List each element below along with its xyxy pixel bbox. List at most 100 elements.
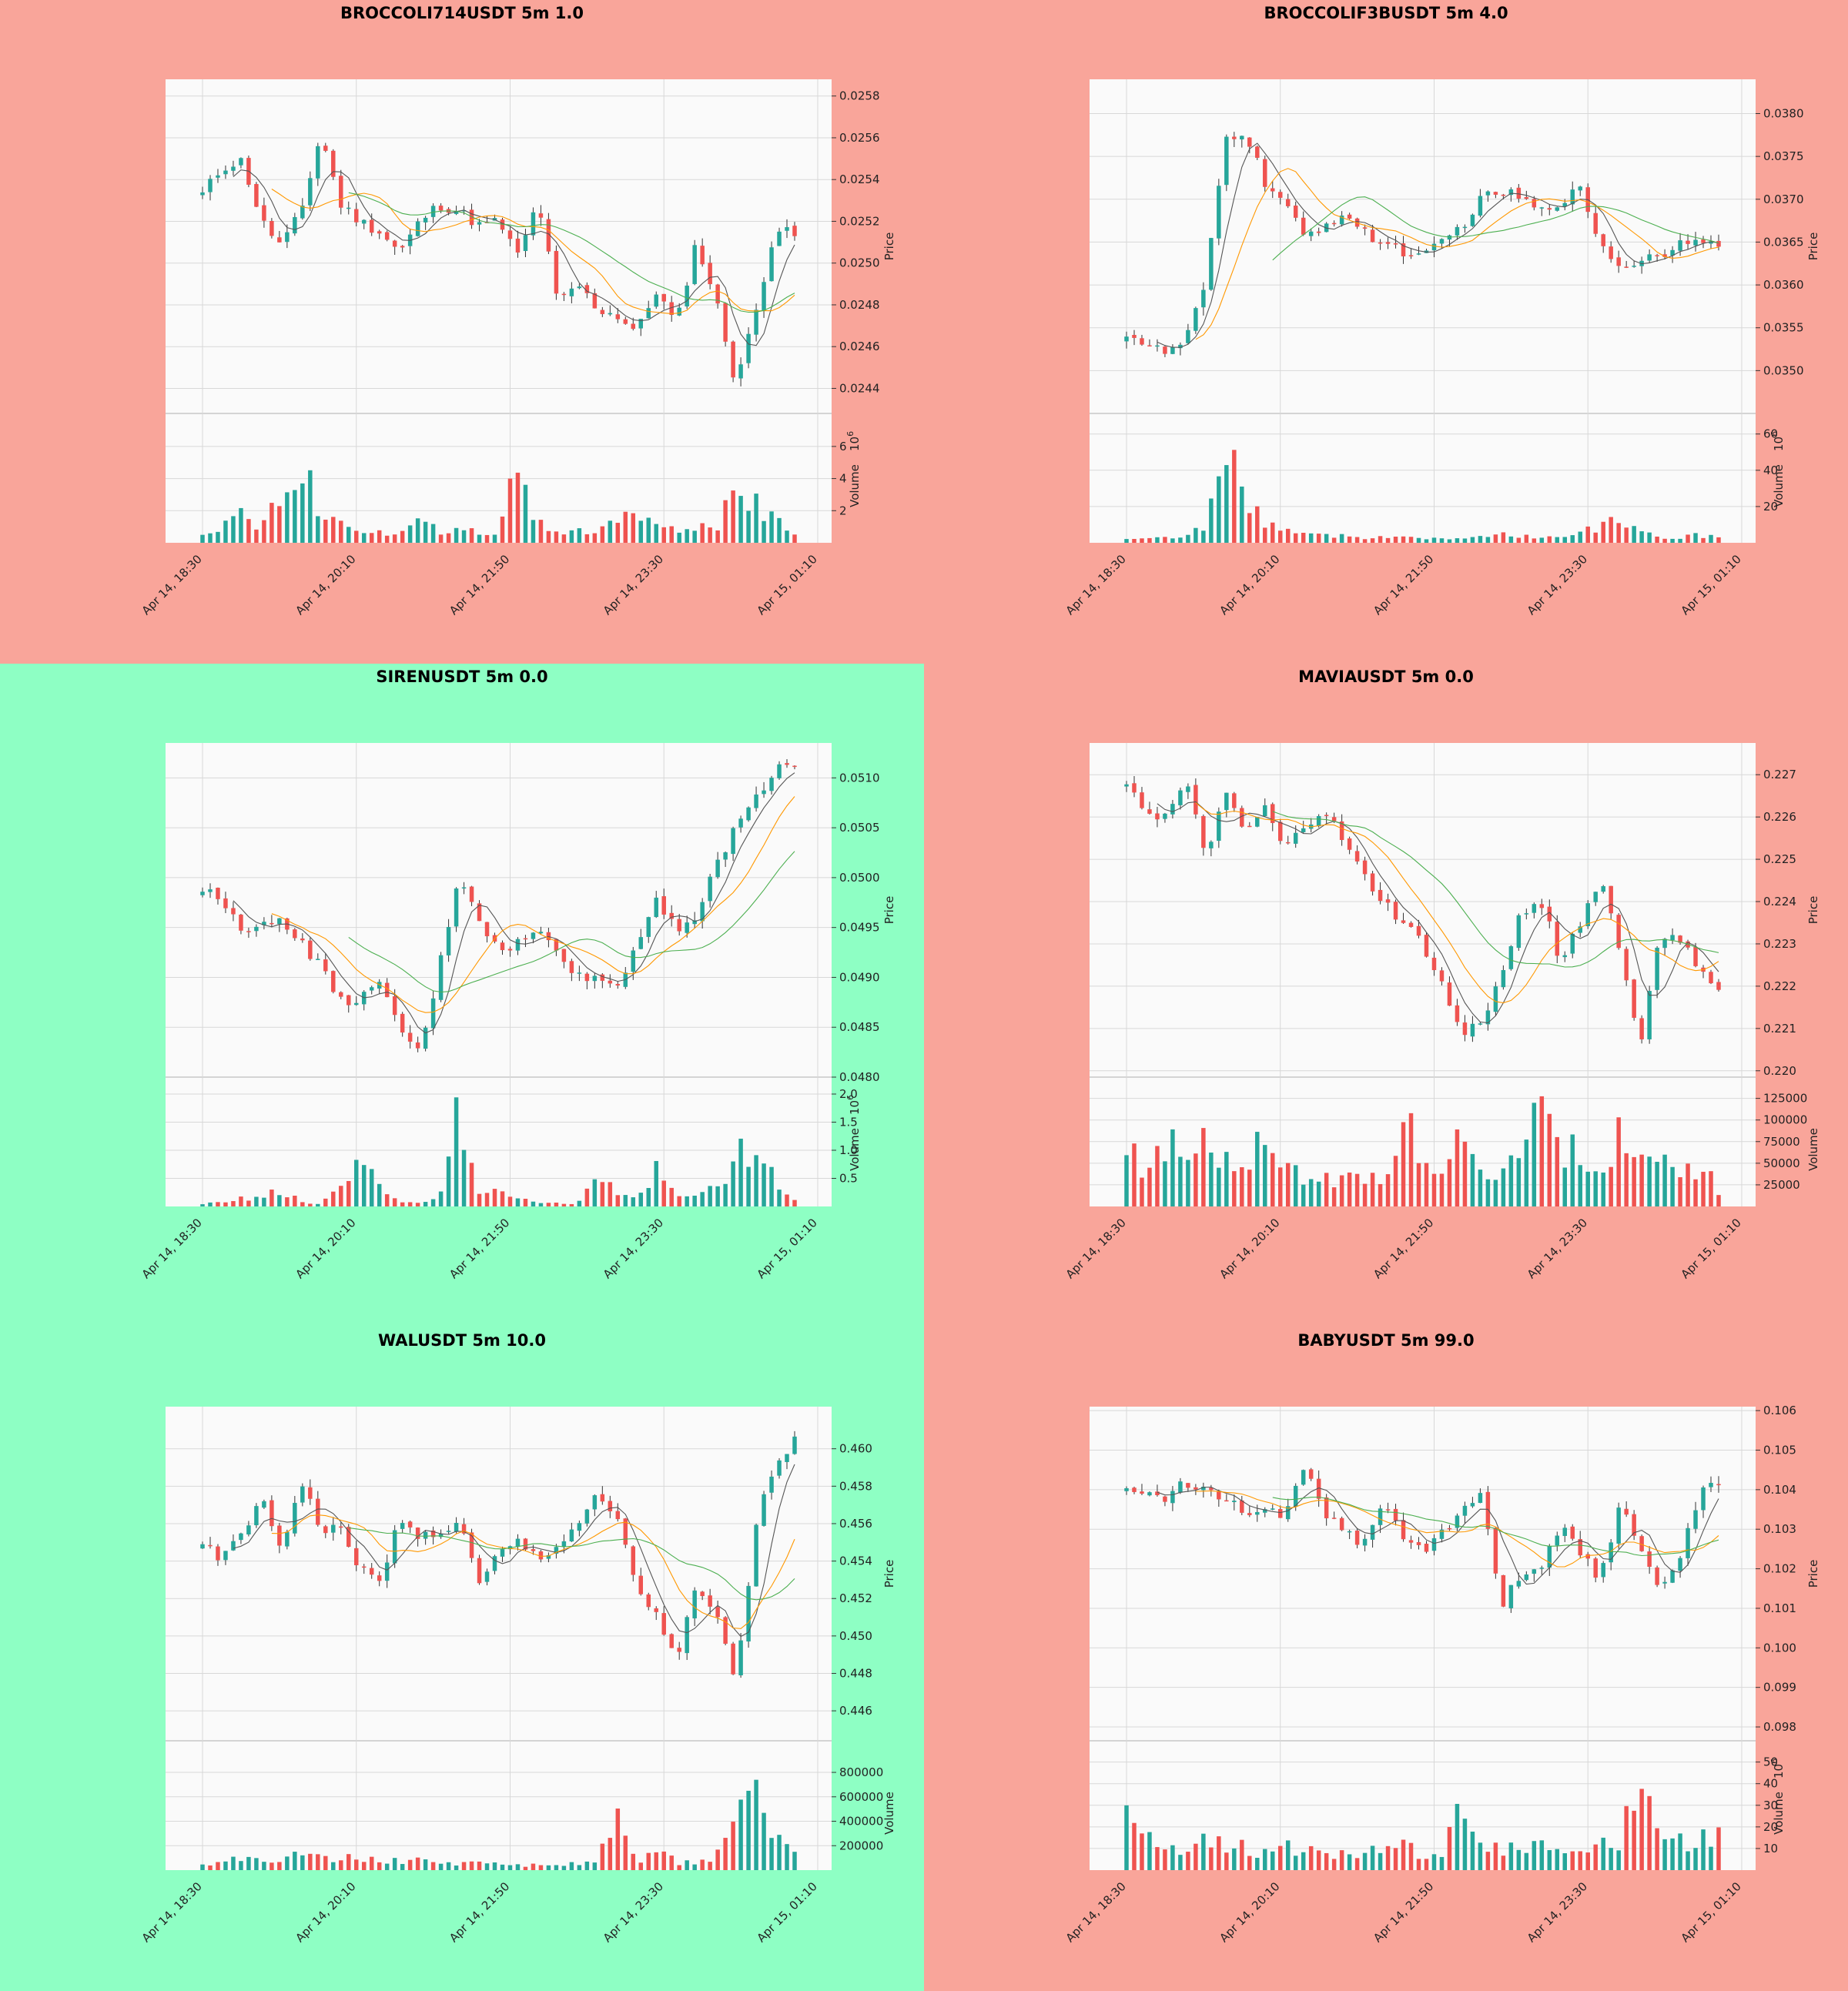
candle-body [208, 889, 213, 892]
x-tick-label: Apr 14, 21:50 [447, 1216, 512, 1281]
volume-bar [1408, 1113, 1414, 1206]
candle-body [669, 1634, 674, 1648]
volume-bar [584, 1188, 590, 1206]
candles [200, 759, 797, 1206]
volume-bar [646, 1187, 651, 1206]
candle-body [608, 1501, 613, 1511]
volume-bar [1539, 1096, 1545, 1206]
candle-body [231, 908, 236, 915]
volume-bar [1716, 1827, 1721, 1870]
price-tick-label: 0.222 [1763, 979, 1796, 993]
volume-bar [1578, 1851, 1582, 1870]
volume-bar [546, 530, 551, 543]
volume-bar [1493, 1180, 1498, 1206]
volume-tick-label: 30 [1763, 1799, 1778, 1812]
volume-bar [377, 1862, 382, 1870]
x-tick-label: Apr 15, 01:10 [755, 1216, 820, 1281]
candle-body [423, 1531, 428, 1539]
candle-body [600, 974, 605, 981]
candle-body [1232, 136, 1237, 139]
volume-bar [792, 1852, 797, 1870]
candle-body [1670, 249, 1675, 256]
candle-body [646, 1594, 651, 1608]
candle-body [1339, 1518, 1344, 1531]
volume-bar [1508, 1842, 1514, 1870]
candle-body [308, 1487, 313, 1499]
candle-body [1470, 214, 1475, 226]
volume-bar [1393, 1848, 1398, 1870]
candle-body [515, 238, 521, 253]
candle-body [731, 1643, 735, 1675]
candle-body [507, 949, 513, 951]
candle-body [646, 308, 651, 319]
candle-body [1439, 1529, 1445, 1539]
ma-medium-line [271, 796, 795, 1013]
volume-bar [1508, 536, 1514, 543]
candle-body [1209, 842, 1214, 848]
candle-body [1316, 1478, 1321, 1499]
candle-body [1170, 804, 1175, 815]
volume-bar [492, 1189, 497, 1206]
price-tick-label: 0.225 [1763, 852, 1796, 866]
candle-body [1470, 1503, 1475, 1507]
volume-bar [523, 1199, 528, 1206]
volume-bar [1632, 526, 1636, 543]
candle-body [1493, 192, 1498, 195]
candle-body [1163, 813, 1167, 819]
candle-body [1524, 913, 1529, 915]
volume-bar [477, 534, 482, 543]
price-tick-label: 0.0250 [839, 256, 880, 270]
volume-bar [461, 530, 467, 543]
volume-bar [1401, 1839, 1406, 1870]
candles [1124, 132, 1721, 543]
price-tick-label: 0.0252 [839, 214, 880, 228]
volume-bar [1232, 1171, 1237, 1206]
volume-bar [1362, 1852, 1368, 1870]
volume-bar [1701, 1829, 1706, 1870]
volume-bar [231, 1201, 236, 1206]
candle-body [1301, 828, 1306, 832]
candle-body [1716, 1484, 1721, 1486]
candle-body [200, 892, 205, 895]
candle-body [592, 975, 598, 982]
candle-body [461, 210, 467, 212]
volume-bar [423, 1859, 428, 1870]
candle-body [384, 982, 390, 998]
volume-bar [1524, 1852, 1529, 1870]
volume-bar [1570, 1851, 1575, 1870]
candle-body [216, 175, 220, 178]
volume-bar [400, 530, 405, 543]
candle-body [346, 1527, 351, 1548]
candle-body [377, 1575, 382, 1581]
candle-body [1240, 808, 1244, 827]
volume-bar [1508, 1155, 1514, 1206]
volume-bar [293, 490, 297, 543]
volume-bar [608, 520, 613, 543]
volume-bar [1593, 532, 1598, 543]
candle-body [1578, 186, 1582, 191]
candle-body [584, 1509, 590, 1524]
volume-bar [438, 534, 444, 543]
candle-body [1539, 1568, 1545, 1569]
candle-body [777, 231, 782, 246]
volume-bar [685, 1860, 689, 1870]
candle-body [1678, 1558, 1682, 1571]
candle-body [1186, 1483, 1190, 1488]
candle-body [461, 1524, 467, 1534]
candle-body [300, 1486, 305, 1503]
candle-body [577, 286, 582, 289]
candle-body [738, 818, 743, 828]
volume-bar [577, 1200, 582, 1206]
volume-bar [608, 1182, 613, 1206]
candle-body [446, 927, 451, 955]
candle-body [1701, 1487, 1706, 1511]
candle-body [1378, 889, 1383, 902]
candle-body [600, 310, 605, 314]
volume-bar [769, 1838, 774, 1870]
volume-bar [270, 1862, 274, 1870]
ma-medium-line [1195, 168, 1719, 340]
volume-bar [646, 517, 651, 543]
candle-body [1647, 254, 1652, 261]
candle-body [1447, 982, 1452, 1006]
candle-body [1516, 1581, 1522, 1587]
